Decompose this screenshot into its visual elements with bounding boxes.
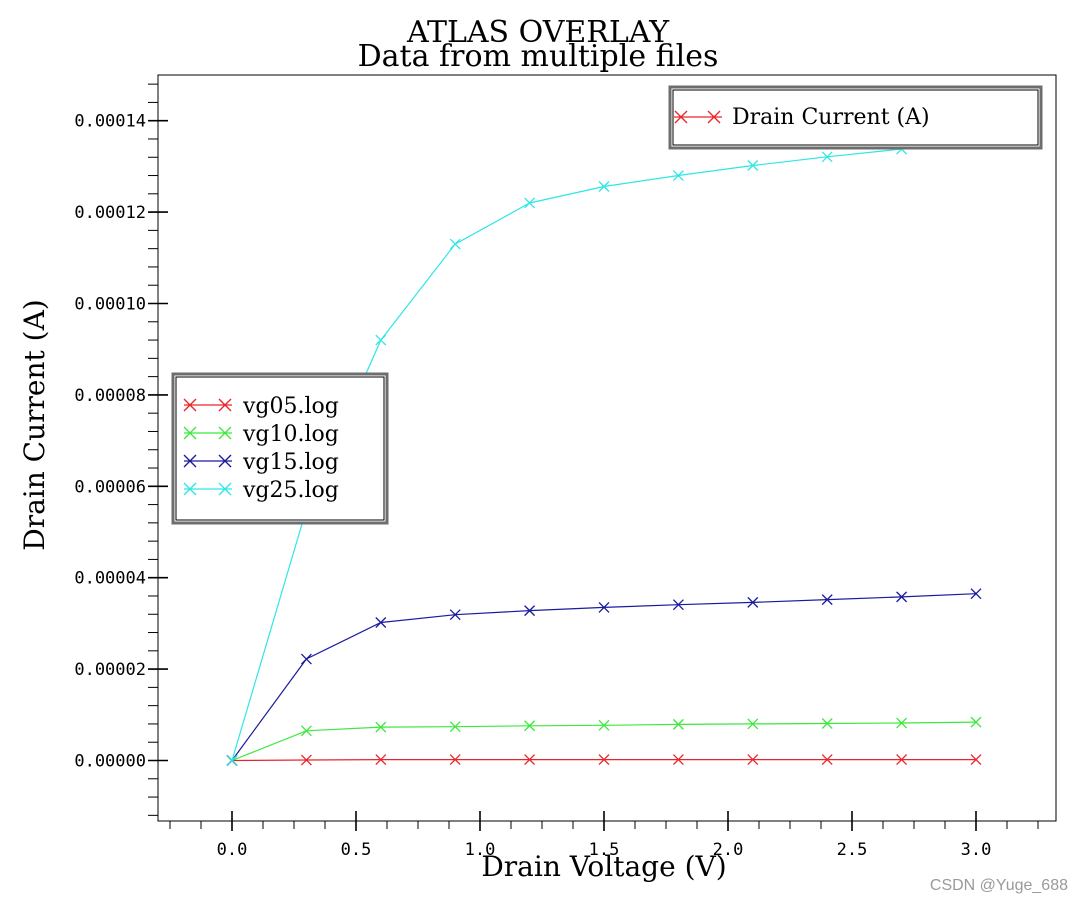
legend-sample-marker-vg25.log [183,482,197,496]
x-tick-label: 2.0 [713,840,744,860]
x-tick-label: 0.0 [217,840,248,860]
x-tick-label: 1.5 [589,840,620,860]
y-tick-label: 0.00014 [74,112,146,132]
series-point-vg10.log [896,717,908,729]
series-line-vg15.log [231,593,977,761]
series-point-vg10.log [524,720,536,732]
series-point-vg15.log [300,653,312,665]
series-point-vg10.log [598,719,610,731]
series-point-vg25.log [449,238,461,250]
legend-top: Drain Current (A) [668,85,1043,150]
y-tick-label: 0.00010 [74,295,146,315]
series-line-vg10.log [231,721,977,762]
series-point-vg25.log [672,170,684,181]
series-point-vg05.log [598,754,610,766]
series-point-vg15.log [896,591,908,603]
y-tick-label: 0.00004 [74,569,146,589]
series-point-vg15.log [524,605,536,617]
series-point-vg10.log [449,721,461,733]
series-layer [226,135,982,766]
series-point-vg05.log [821,754,833,766]
y-tick-label: 0.00000 [74,752,146,772]
series-point-vg10.log [375,721,387,733]
legend-series: vg05.log vg10.log vg15.log vg25.log [171,372,389,525]
series-point-vg25.log [747,160,759,171]
y-tick-label: 0.00012 [74,203,146,223]
x-tick-label: 1.0 [465,840,496,860]
legend-top-marker [707,110,721,124]
x-tick-label: 3.0 [961,840,992,860]
x-axis-ticks: 0.0 0.5 1.0 1.5 2.0 2.5 3.0 [169,811,1039,860]
legend-series-label-0: vg05.log [242,394,339,419]
x-tick-label: 2.5 [837,840,868,860]
series-point-vg05.log [300,754,312,766]
series-point-vg15.log [449,609,461,621]
series-point-vg05.log [970,754,982,766]
series-point-vg15.log [598,601,610,613]
plot-frame [157,74,1057,822]
series-point-vg15.log [672,599,684,611]
watermark: CSDN @Yuge_688 [930,877,1068,894]
legend-series-samples [183,398,232,496]
series-point-vg05.log [449,754,461,766]
series-point-vg05.log [375,754,387,766]
y-axis-ticks: 0.00000 0.00002 0.00004 0.00006 0.00008 0.000… [74,83,168,816]
legend-series-label-3: vg25.log [242,478,339,503]
legend-sample-marker-vg10.log [218,426,232,440]
legend-sample-marker-vg15.log [183,454,197,468]
legend-series-label-1: vg10.log [242,422,339,447]
legend-sample-marker-vg10.log [183,426,197,440]
y-tick-label: 0.00006 [74,477,146,497]
series-point-vg25.log [226,755,238,766]
legend-sample-marker-vg05.log [183,398,197,412]
legend-top-label: Drain Current (A) [732,105,930,130]
y-tick-label: 0.00008 [74,386,146,406]
chart-title: ATLAS OVERLAY [406,15,670,50]
series-point-vg05.log [524,754,536,766]
series-point-vg10.log [970,716,982,728]
series-point-vg15.log [970,588,982,600]
series-point-vg25.log [821,151,833,163]
legend-series-label-2: vg15.log [242,450,339,475]
legend-sample-marker-vg05.log [218,398,232,412]
x-axis-title: Drain Voltage (V) [481,850,726,883]
y-axis-title: Drain Current (A) [18,299,51,550]
chart-subtitle: Data from multiple files [358,39,719,74]
x-tick-label: 0.5 [341,840,372,860]
series-point-vg10.log [747,718,759,730]
series-point-vg10.log [300,725,312,737]
y-tick-label: 0.00002 [74,660,146,680]
series-point-vg10.log [672,718,684,730]
legend-top-marker [674,110,688,124]
series-point-vg05.log [747,754,759,766]
series-point-vg10.log [821,718,833,729]
series-point-vg25.log [375,334,387,346]
series-point-vg15.log [375,617,387,628]
series-point-vg05.log [896,754,908,766]
legend-sample-marker-vg25.log [218,482,232,496]
series-point-vg25.log [524,197,536,209]
series-point-vg25.log [598,181,610,192]
legend-top-sample [674,110,722,124]
series-point-vg15.log [747,596,759,608]
series-point-vg15.log [821,594,833,606]
series-point-vg05.log [672,754,684,766]
legend-sample-marker-vg15.log [218,454,232,468]
